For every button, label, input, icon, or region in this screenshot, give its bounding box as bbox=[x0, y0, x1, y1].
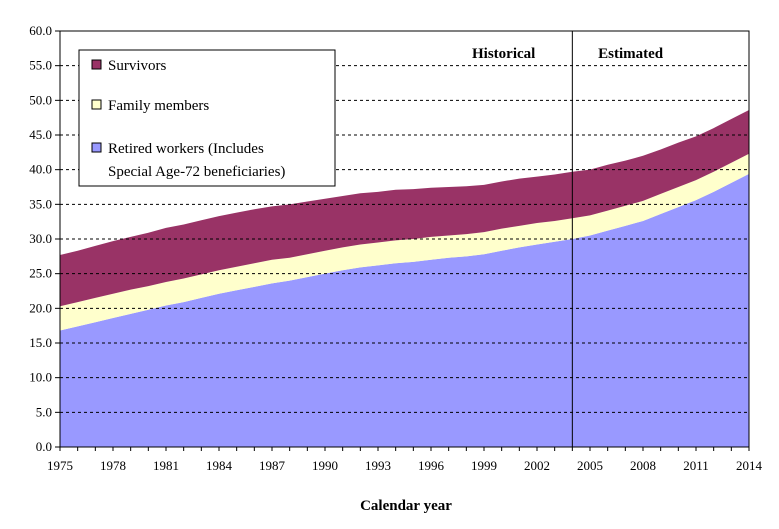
axis-layer: 0.0 5.0 10.0 15.0 20.0 25.0 30.0 35.0 40.0 45.0 50… bbox=[29, 23, 762, 473]
y-tick-label: 60.0 bbox=[29, 23, 52, 38]
legend-swatch-retired-workers bbox=[91, 142, 102, 153]
legend-label-family-members: Family members bbox=[108, 98, 209, 114]
legend-label-retired-workers-line2: Special Age-72 beneficiaries) bbox=[108, 164, 285, 180]
y-tick-label: 55.0 bbox=[29, 58, 52, 73]
x-tick-label: 1978 bbox=[100, 458, 126, 473]
legend-swatch-family-members bbox=[91, 99, 102, 110]
legend-label-survivors: Survivors bbox=[108, 58, 167, 74]
legend-box bbox=[78, 49, 336, 187]
x-tick-label: 2008 bbox=[630, 458, 656, 473]
y-tick-label: 35.0 bbox=[29, 196, 52, 211]
x-tick-label: 2011 bbox=[683, 458, 709, 473]
x-tick-label: 1996 bbox=[418, 458, 445, 473]
x-axis-label: Calendar year bbox=[360, 498, 452, 514]
y-tick-label: 0.0 bbox=[36, 439, 52, 454]
y-tick-label: 30.0 bbox=[29, 231, 52, 246]
area-family-members bbox=[60, 153, 749, 331]
y-tick-label: 15.0 bbox=[29, 335, 52, 350]
y-tick-label: 40.0 bbox=[29, 162, 52, 177]
y-tick-label: 25.0 bbox=[29, 266, 52, 281]
legend-label-retired-workers-line1: Retired workers (Includes bbox=[108, 141, 264, 157]
annotation-layer: Historical Estimated bbox=[472, 31, 664, 447]
x-tick-label: 1984 bbox=[206, 458, 233, 473]
x-tick-label: 1981 bbox=[153, 458, 179, 473]
y-tick-label: 20.0 bbox=[29, 300, 52, 315]
x-tick-label: 1990 bbox=[312, 458, 338, 473]
legend-swatch-survivors bbox=[91, 59, 102, 70]
annotation-historical: Historical bbox=[472, 46, 535, 62]
x-tick-label: 1993 bbox=[365, 458, 391, 473]
y-tick-label: 10.0 bbox=[29, 370, 52, 385]
y-tick-label: 50.0 bbox=[29, 92, 52, 107]
annotation-estimated: Estimated bbox=[598, 46, 664, 62]
area-survivors bbox=[60, 110, 749, 307]
x-tick-label: 2005 bbox=[577, 458, 603, 473]
y-tick-label: 45.0 bbox=[29, 127, 52, 142]
x-tick-label: 2002 bbox=[524, 458, 550, 473]
x-tick-label: 1975 bbox=[47, 458, 73, 473]
area-retired-workers bbox=[60, 173, 749, 447]
x-tick-label: 2014 bbox=[736, 458, 763, 473]
area-layer bbox=[60, 110, 749, 447]
y-tick-label: 5.0 bbox=[36, 404, 52, 419]
legend: Survivors Family members Retired workers… bbox=[78, 49, 336, 187]
x-tick-label: 1999 bbox=[471, 458, 497, 473]
x-tick-label: 1987 bbox=[259, 458, 286, 473]
